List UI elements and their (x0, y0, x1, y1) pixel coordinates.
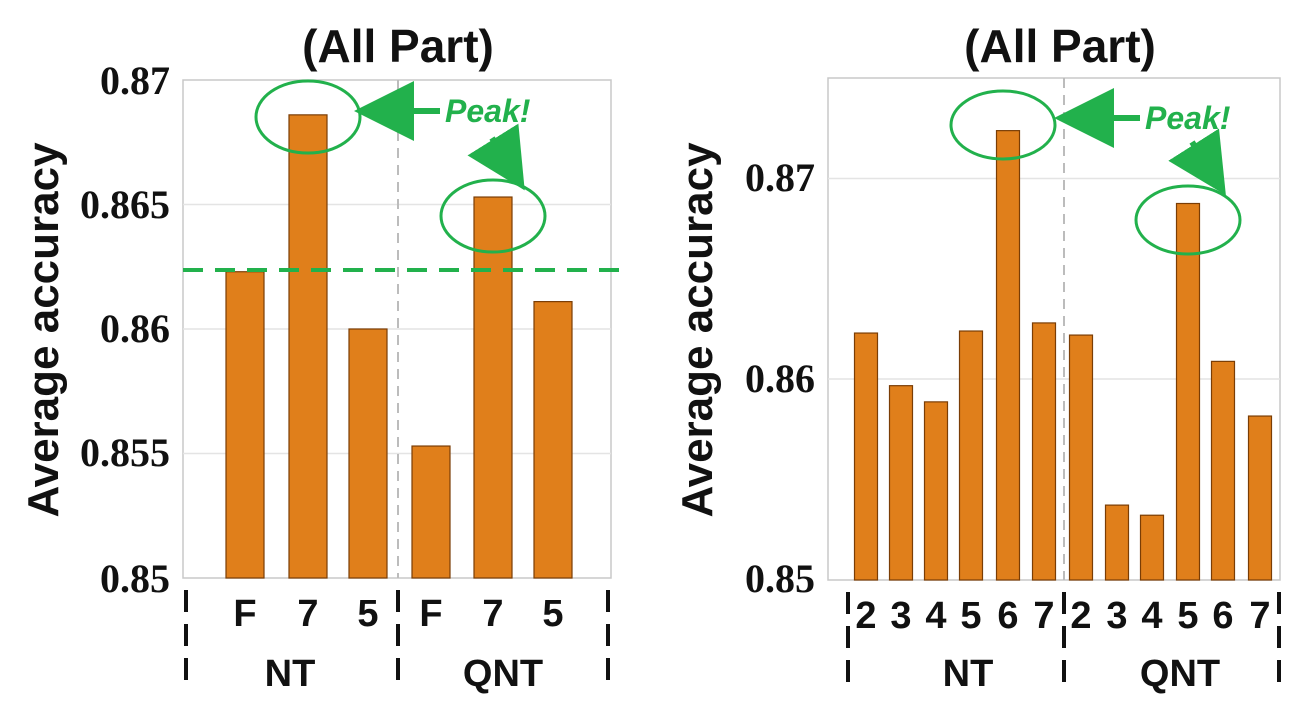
bar (1247, 415, 1273, 581)
chart-left-plot-area: Peak! (182, 79, 622, 579)
chart-left-yticks: 0.85 0.855 0.86 0.865 0.87 (80, 58, 170, 601)
bar (995, 130, 1021, 581)
group-label: QNT (463, 653, 543, 695)
category-label: 7 (482, 593, 503, 635)
peak-arrow (467, 123, 525, 191)
peak-arrow (1168, 128, 1226, 196)
bar (1068, 334, 1094, 581)
ytick-label: 0.85 (100, 556, 170, 601)
category-label: 5 (1177, 595, 1198, 637)
bar (1175, 202, 1201, 581)
group-label: NT (943, 653, 994, 695)
category-label: 6 (1212, 595, 1233, 637)
group-label: QNT (1140, 653, 1220, 695)
group-label: NT (265, 653, 316, 695)
category-label: F (233, 593, 256, 635)
category-label: 3 (1106, 595, 1127, 637)
chart-left-title: (All Part) (302, 20, 494, 72)
ytick-label: 0.85 (745, 556, 815, 601)
category-label: 6 (997, 595, 1018, 637)
chart-right-yticks: 0.85 0.86 0.87 (745, 155, 815, 601)
category-label: 2 (1070, 595, 1091, 637)
ytick-label: 0.87 (745, 155, 815, 200)
ytick-label: 0.86 (745, 356, 815, 401)
bar (923, 401, 949, 581)
bar (888, 385, 914, 581)
bar (1104, 504, 1130, 581)
category-label: F (419, 593, 442, 635)
category-label: 2 (855, 595, 876, 637)
category-label: 5 (960, 595, 981, 637)
category-label: 7 (297, 593, 318, 635)
bar (473, 196, 513, 579)
category-label: 5 (357, 593, 378, 635)
chart-left: (All Part) Average accuracy 0.85 0.855 0… (19, 20, 622, 695)
bar (348, 328, 388, 579)
category-label: 7 (1249, 595, 1270, 637)
category-label: 7 (1033, 595, 1054, 637)
bar (958, 330, 984, 581)
ytick-label: 0.87 (100, 58, 170, 103)
chart-right-plot-area: Peak! (827, 77, 1281, 581)
bar (225, 271, 265, 579)
bar (853, 332, 879, 581)
bar (1210, 360, 1236, 581)
chart-right-bars (853, 130, 1273, 581)
bar (1139, 514, 1165, 581)
ytick-label: 0.855 (80, 430, 170, 475)
peak-annotation: Peak! (1145, 100, 1231, 136)
bar (288, 114, 328, 579)
ytick-label: 0.86 (100, 306, 170, 351)
chart-right: (All Part) Average accuracy 0.85 0.86 0.… (673, 20, 1281, 695)
peak-annotation: Peak! (445, 93, 531, 129)
chart-right-title: (All Part) (964, 20, 1156, 72)
chart-left-bars (225, 114, 573, 579)
bar (533, 301, 573, 579)
chart-left-ylabel: Average accuracy (19, 142, 68, 518)
category-label: 3 (890, 595, 911, 637)
bar (411, 445, 451, 579)
category-label: 4 (925, 595, 946, 637)
chart-right-ylabel: Average accuracy (673, 142, 722, 518)
ytick-label: 0.865 (80, 182, 170, 227)
category-label: 5 (542, 593, 563, 635)
category-label: 4 (1141, 595, 1162, 637)
bar (1031, 322, 1057, 581)
